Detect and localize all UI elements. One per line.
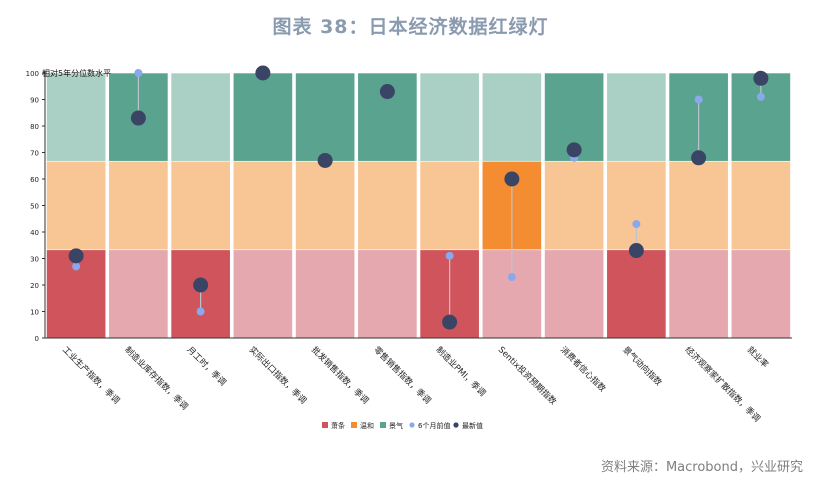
x-category-label: 制造业库存指数，季调 <box>122 344 190 412</box>
zone-band-0-0 <box>46 249 107 339</box>
legend-label: 萧条 <box>331 421 345 430</box>
latest-value-point <box>442 314 458 330</box>
legend-marker <box>409 422 415 428</box>
zone-band-5-1 <box>357 160 418 251</box>
corner-label: 相对5年分位数水平 <box>42 68 111 78</box>
zone-band-3-1 <box>232 160 293 251</box>
zone-band-11-1 <box>730 160 791 251</box>
zone-band-2-2 <box>170 72 231 162</box>
zone-band-8-1 <box>544 160 605 251</box>
zone-band-5-0 <box>357 249 418 339</box>
legend-marker <box>453 422 459 428</box>
latest-value-point <box>130 110 146 126</box>
legend-label: 温和 <box>360 421 374 430</box>
x-category-label: 工业生产指数，季调 <box>60 344 122 406</box>
source-note: 资料来源：Macrobond，兴业研究 <box>600 460 803 475</box>
legend-label: 最新值 <box>462 421 483 430</box>
latest-value-point <box>628 243 644 259</box>
chart-title: 图表 38：日本经济数据红绿灯 <box>272 16 549 38</box>
latest-value-point <box>317 152 333 168</box>
x-category-label: 消费者信心指数 <box>558 344 608 394</box>
zone-band-6-2 <box>419 72 480 162</box>
y-tick-label: 20 <box>30 282 39 290</box>
zone-band-10-1 <box>668 160 729 251</box>
x-category-label: 批发销售指数，季调 <box>309 344 371 406</box>
latest-value-point <box>753 70 769 86</box>
legend-label: 景气 <box>389 421 403 430</box>
y-tick-label: 60 <box>30 176 39 184</box>
latest-value-point <box>193 277 209 293</box>
x-category-label: 实际出口指数，季调 <box>247 344 309 406</box>
zone-band-0-2 <box>46 72 107 162</box>
x-category-label: 制造业PMI，季调 <box>434 344 488 398</box>
zone-band-1-0 <box>108 249 169 339</box>
zone-band-11-0 <box>730 249 791 339</box>
x-category-label: Sentix投资预期指数 <box>496 344 559 407</box>
y-tick-label: 90 <box>30 97 39 105</box>
zone-band-3-0 <box>232 249 293 339</box>
latest-value-point <box>255 65 271 81</box>
latest-value-point <box>68 248 84 264</box>
y-tick-label: 0 <box>35 335 39 343</box>
zone-band-3-2 <box>232 72 293 162</box>
zone-band-0-1 <box>46 160 107 251</box>
latest-value-point <box>379 84 395 100</box>
prev-value-point <box>196 307 205 316</box>
zone-band-9-0 <box>606 249 667 339</box>
zone-band-2-1 <box>170 160 231 251</box>
x-category-label: 景气动向指数 <box>620 344 664 388</box>
legend-swatch <box>380 422 386 428</box>
zone-band-10-0 <box>668 249 729 339</box>
prev-value-point <box>756 92 765 101</box>
latest-value-point <box>504 171 520 187</box>
prev-value-point <box>507 273 516 282</box>
prev-value-point <box>445 251 454 260</box>
latest-value-point <box>691 150 707 166</box>
legend-swatch <box>351 422 357 428</box>
y-tick-label: 40 <box>30 229 39 237</box>
prev-value-point <box>72 262 81 271</box>
legend-swatch <box>322 422 328 428</box>
prev-value-point <box>134 69 143 77</box>
y-tick-label: 100 <box>26 70 39 78</box>
latest-value-point <box>566 142 582 158</box>
zone-band-4-0 <box>295 249 356 339</box>
y-tick-label: 80 <box>30 123 39 131</box>
zone-band-7-2 <box>481 72 542 162</box>
x-category-label: 零售销售指数，季调 <box>371 344 433 406</box>
y-tick-label: 30 <box>30 256 39 264</box>
prev-value-point <box>694 95 703 104</box>
prev-value-point <box>632 220 641 229</box>
x-category-label: 月工时，季调 <box>185 344 229 388</box>
zone-band-4-1 <box>295 160 356 251</box>
zone-band-9-2 <box>606 72 667 162</box>
y-tick-label: 50 <box>30 203 39 211</box>
legend-label: 6个月前值 <box>418 421 450 430</box>
x-category-label: 就业率 <box>745 344 771 370</box>
zone-band-6-1 <box>419 160 480 251</box>
zone-band-8-0 <box>544 249 605 339</box>
zone-band-4-2 <box>295 72 356 162</box>
zone-band-1-1 <box>108 160 169 251</box>
y-tick-label: 10 <box>30 309 39 317</box>
y-tick-label: 70 <box>30 150 39 158</box>
